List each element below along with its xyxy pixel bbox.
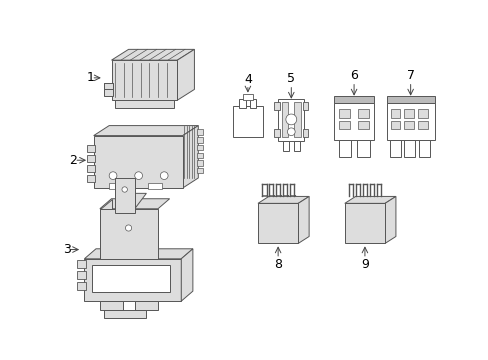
Text: 5: 5 <box>287 72 295 85</box>
Text: 4: 4 <box>244 73 251 86</box>
Bar <box>386 95 434 103</box>
Bar <box>87 145 95 152</box>
Text: 6: 6 <box>349 69 357 82</box>
Bar <box>390 109 399 118</box>
Bar <box>386 103 434 140</box>
Text: 2: 2 <box>69 154 77 167</box>
Polygon shape <box>100 199 169 209</box>
Polygon shape <box>384 197 395 243</box>
Bar <box>135 301 158 310</box>
Polygon shape <box>275 195 282 197</box>
Bar <box>282 103 287 137</box>
Bar <box>356 140 369 157</box>
Bar <box>111 60 177 100</box>
Bar <box>274 130 279 137</box>
Polygon shape <box>100 199 111 263</box>
Polygon shape <box>111 49 194 60</box>
Polygon shape <box>258 197 308 203</box>
Bar <box>114 100 174 108</box>
Bar <box>338 140 350 157</box>
Bar <box>418 109 427 118</box>
Bar <box>404 121 413 130</box>
Bar <box>100 301 123 310</box>
Polygon shape <box>261 195 267 197</box>
Bar <box>109 183 123 189</box>
Bar <box>239 99 245 108</box>
Bar <box>87 175 95 182</box>
Bar <box>87 165 95 172</box>
Bar <box>100 209 158 259</box>
Polygon shape <box>181 249 192 301</box>
Bar <box>115 178 135 213</box>
Bar <box>196 160 203 166</box>
Bar <box>404 140 414 157</box>
Circle shape <box>287 128 295 136</box>
Bar <box>302 130 308 137</box>
Bar <box>333 95 373 103</box>
Polygon shape <box>289 195 295 197</box>
Bar <box>293 141 299 151</box>
Circle shape <box>160 172 168 180</box>
Polygon shape <box>115 193 146 209</box>
Bar <box>339 121 349 130</box>
Bar <box>357 121 368 130</box>
Bar <box>418 121 427 130</box>
Bar <box>148 183 162 189</box>
Bar <box>258 203 298 243</box>
Polygon shape <box>344 197 395 203</box>
Bar <box>77 271 86 279</box>
Text: 9: 9 <box>360 258 368 271</box>
Circle shape <box>285 114 296 125</box>
Polygon shape <box>183 126 198 188</box>
Polygon shape <box>94 126 198 136</box>
Bar <box>389 140 400 157</box>
Bar <box>196 137 203 143</box>
Bar <box>243 94 252 100</box>
Bar <box>418 140 429 157</box>
Text: 1: 1 <box>86 71 94 84</box>
Bar <box>274 103 279 110</box>
Bar <box>92 265 169 292</box>
Bar <box>103 83 113 95</box>
Bar <box>282 141 288 151</box>
Circle shape <box>109 172 117 180</box>
Bar <box>77 282 86 289</box>
Bar <box>196 168 203 173</box>
Bar <box>404 109 413 118</box>
Bar <box>250 99 256 108</box>
Bar <box>77 260 86 268</box>
Bar <box>333 103 373 140</box>
Circle shape <box>122 187 127 192</box>
Text: 3: 3 <box>63 243 71 256</box>
Bar <box>84 259 181 301</box>
Polygon shape <box>282 195 288 197</box>
Bar <box>339 109 349 118</box>
Bar <box>278 99 304 141</box>
Bar <box>344 203 384 243</box>
Bar <box>357 109 368 118</box>
Polygon shape <box>298 197 308 243</box>
Bar <box>390 121 399 130</box>
Bar <box>233 106 262 137</box>
Bar <box>196 145 203 150</box>
Circle shape <box>125 225 131 231</box>
Bar <box>196 153 203 158</box>
Circle shape <box>135 172 142 180</box>
Polygon shape <box>268 195 275 197</box>
Bar <box>94 136 183 188</box>
Bar <box>103 310 146 318</box>
Text: 7: 7 <box>406 69 414 82</box>
Bar <box>294 103 300 137</box>
Bar <box>87 155 95 162</box>
Bar <box>302 103 308 110</box>
Polygon shape <box>84 249 192 259</box>
Text: 8: 8 <box>274 258 282 271</box>
Polygon shape <box>177 49 194 100</box>
Bar <box>196 130 203 135</box>
Bar <box>103 83 113 89</box>
